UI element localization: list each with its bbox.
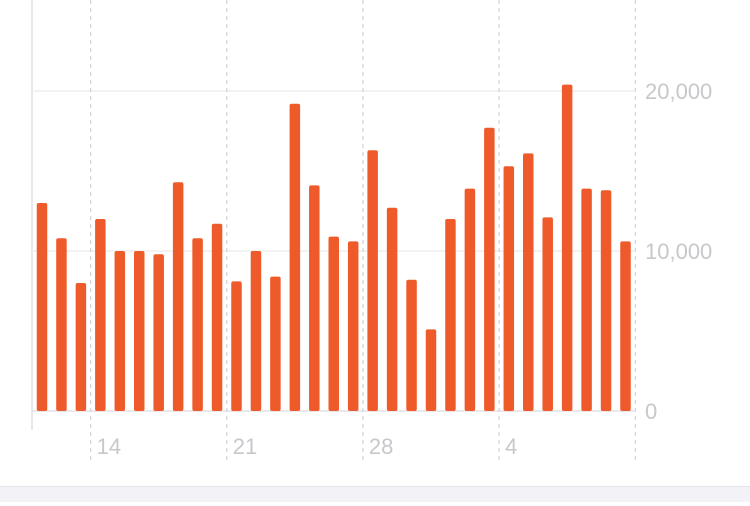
- bar-21: [425, 329, 437, 411]
- bar-5: [114, 251, 126, 411]
- bar-6: [134, 251, 145, 411]
- bar-15: [309, 185, 320, 411]
- bar-20: [406, 279, 417, 411]
- x-tick-label-2: 28: [369, 434, 393, 459]
- bar-24: [484, 127, 495, 412]
- bar-27: [542, 217, 553, 411]
- bar-31: [620, 241, 631, 411]
- bar-9: [192, 238, 203, 411]
- bars-layer: [36, 84, 631, 412]
- x-axis-labels: 14 21 28 4: [97, 434, 518, 459]
- bar-23: [464, 188, 476, 411]
- bar-29: [581, 188, 592, 411]
- bar-10: [211, 223, 223, 411]
- bar-3: [75, 283, 87, 411]
- bar-4: [95, 219, 106, 411]
- y-tick-label-0: 0: [645, 399, 657, 424]
- bar-30: [600, 190, 612, 411]
- bar-25: [503, 166, 515, 411]
- y-axis-labels: 0 10,000 20,000: [645, 79, 712, 424]
- bar-18: [367, 150, 378, 411]
- bar-13: [270, 276, 281, 411]
- x-tick-label-3: 4: [505, 434, 517, 459]
- y-tick-label-2: 20,000: [645, 79, 712, 104]
- bar-19: [386, 207, 398, 411]
- x-tick-label-0: 14: [97, 434, 121, 459]
- bar-8: [172, 182, 184, 411]
- bar-22: [445, 219, 456, 411]
- bar-2: [56, 238, 67, 411]
- bar-7: [153, 254, 164, 411]
- bar-26: [523, 153, 534, 411]
- bar-16: [328, 236, 339, 411]
- bar-14: [289, 103, 301, 412]
- bar-11: [231, 281, 242, 411]
- x-tick-label-1: 21: [233, 434, 257, 459]
- bar-12: [250, 251, 262, 411]
- bar-1: [36, 203, 48, 411]
- bar-17: [347, 241, 359, 411]
- y-tick-label-1: 10,000: [645, 239, 712, 264]
- bottom-panel-edge: [0, 486, 750, 502]
- bar-28: [561, 84, 573, 411]
